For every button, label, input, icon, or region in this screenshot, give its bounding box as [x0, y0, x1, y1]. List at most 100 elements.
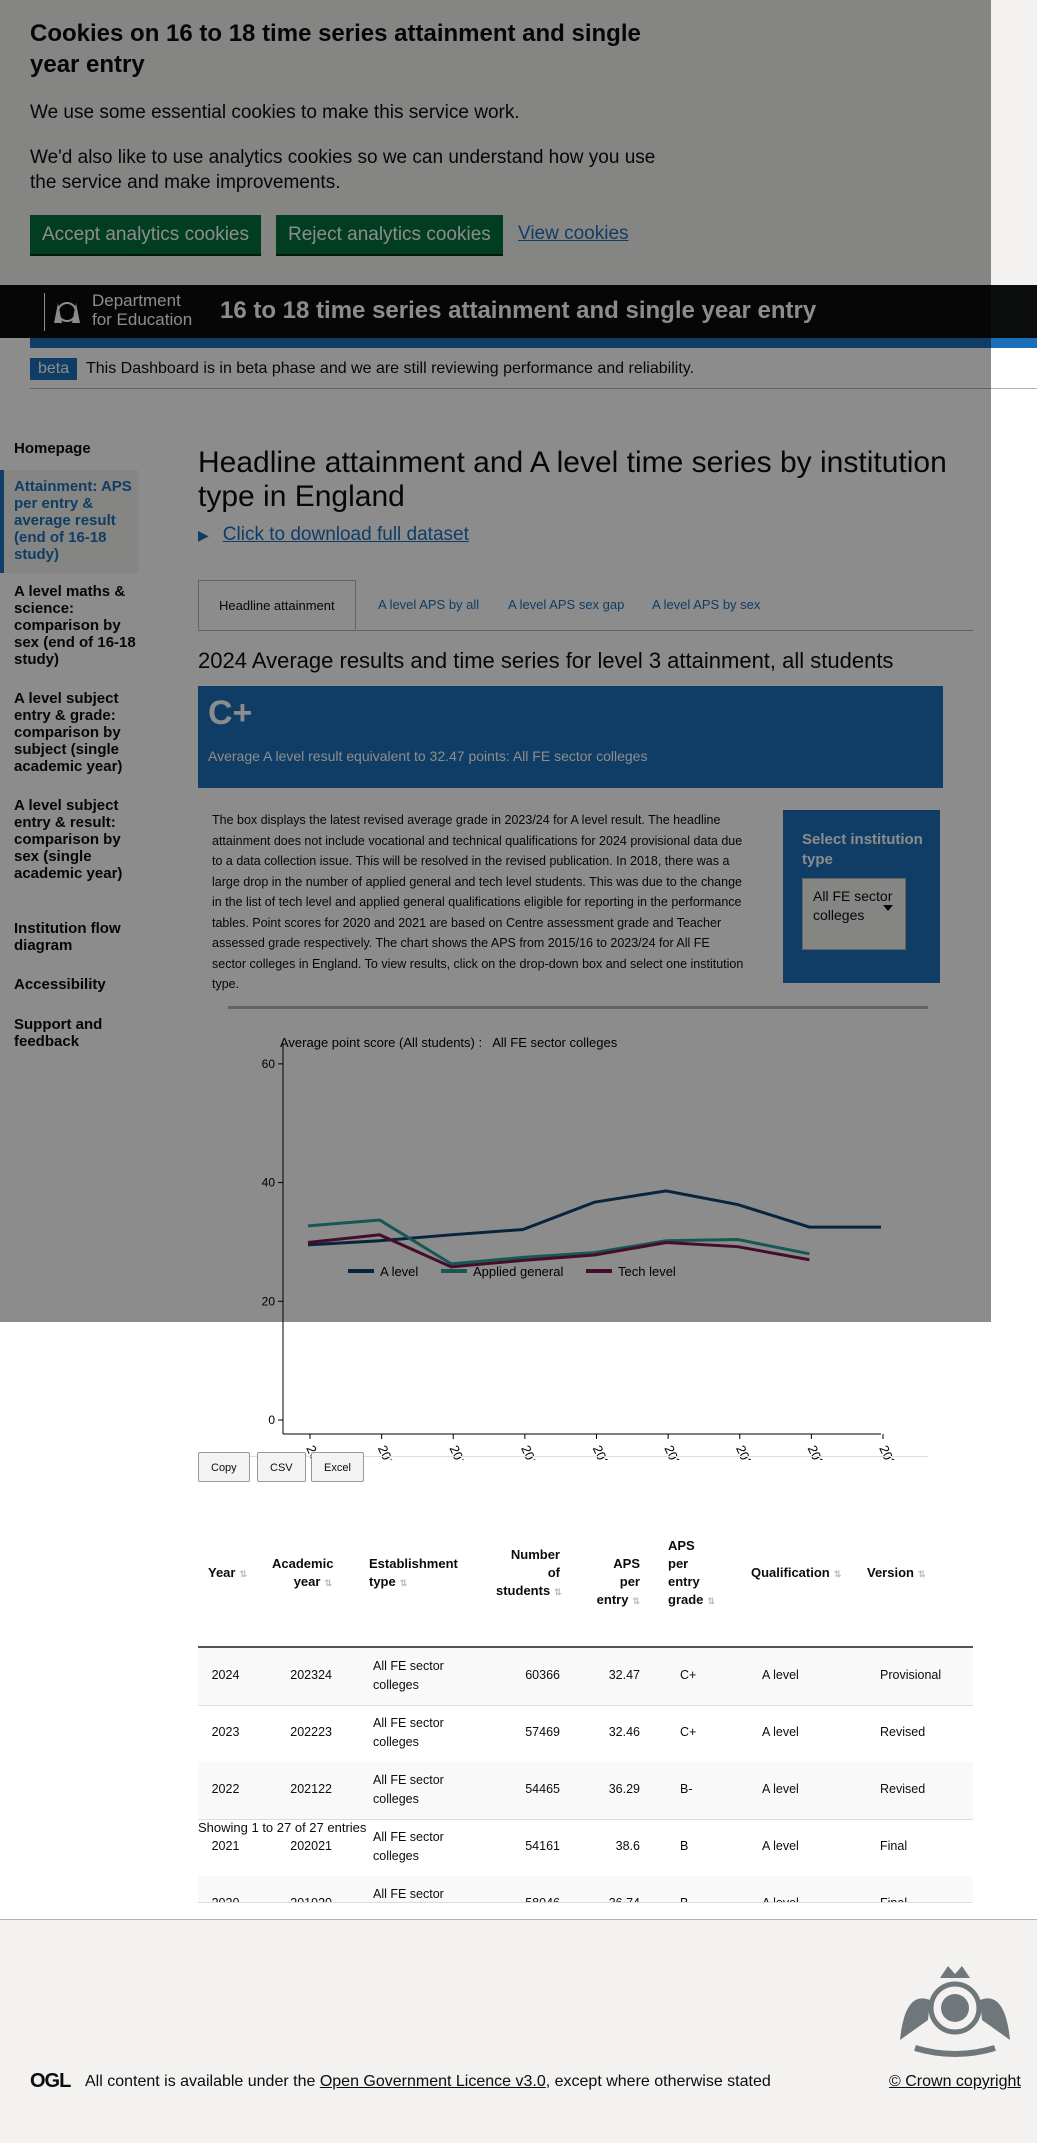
cell-number-of-students: 60366: [525, 1668, 560, 1682]
view-cookies-link[interactable]: View cookies: [518, 223, 629, 244]
institution-type-dropdown[interactable]: All FE sector colleges: [802, 878, 906, 950]
table-row: 2020 201920 All FE sector colleges 58046 36.…: [198, 1876, 973, 1903]
cell-aps-per-entry: 38.6: [615, 1839, 640, 1853]
cell-academic-year: 202021: [290, 1839, 332, 1853]
explanation-paragraph: The box displays the latest revised aver…: [212, 813, 744, 991]
column-header-year[interactable]: Year ⇅: [208, 1565, 248, 1580]
tab-a-level-aps-sex-gap[interactable]: A level APS sex gap: [508, 597, 625, 612]
table-header-line: [198, 1646, 973, 1648]
tab-headline-attainment[interactable]: Headline attainment: [198, 580, 356, 630]
institution-select-panel: Select institution type All FE sector co…: [783, 810, 940, 983]
column-header-qualification[interactable]: Qualification ⇅: [751, 1565, 842, 1580]
table-info: Showing 1 to 27 of 27 entries: [198, 1820, 367, 1835]
sidebar-item-maths-science[interactable]: A level maths & science: comparison by s…: [14, 583, 136, 668]
x-tick-label: 2022: [733, 1443, 759, 1460]
site-footer: OGL All content is available under the O…: [0, 1919, 1037, 2143]
cell-qualification: A level: [762, 1725, 799, 1739]
cell-aps-per-entry: 32.47: [608, 1668, 640, 1682]
royal-crest-icon: [900, 1966, 1010, 2057]
cell-aps-per-entry: 36.29: [608, 1782, 640, 1796]
chart-title: Average point score (All students) : All…: [280, 1035, 618, 1050]
sort-icon: ⇅: [707, 1596, 715, 1606]
cell-year: 2024: [211, 1668, 240, 1682]
tab-a-level-aps-all[interactable]: A level APS by all: [378, 597, 480, 612]
sidebar-item-attainment[interactable]: Attainment: APS per entry & average resu…: [0, 470, 138, 573]
sort-icon: ⇅: [399, 1578, 408, 1588]
column-header-academic-year[interactable]: Academic year ⇅: [272, 1556, 334, 1589]
cell-version: Final: [880, 1839, 908, 1853]
column-header-version[interactable]: Version ⇅: [867, 1565, 926, 1580]
cell-number-of-students: 57469: [525, 1725, 560, 1739]
headline-grade-box: C+ Average A level result equivalent to …: [198, 686, 943, 788]
sort-icon: ⇅: [917, 1569, 926, 1579]
department-logo[interactable]: Department for Education: [92, 291, 192, 329]
cookie-text-essential: We use some essential cookies to make th…: [30, 102, 520, 123]
table-row: 2022 202122 All FE sector colleges 54465 36.…: [198, 1762, 973, 1820]
sort-icon: ⇅: [554, 1587, 562, 1597]
sidebar-item-homepage[interactable]: Homepage: [14, 440, 91, 457]
header-accent-bar: [30, 338, 1037, 348]
chevron-down-icon: [883, 905, 893, 911]
x-tick-label: 2019: [518, 1443, 544, 1460]
logo-line-1: Department: [92, 291, 181, 310]
tab-a-level-aps-by-sex[interactable]: A level APS by sex: [652, 597, 761, 612]
open-government-licence-link[interactable]: Open Government Licence v3.0: [319, 2073, 546, 2090]
cell-number-of-students: 54465: [525, 1782, 560, 1796]
x-tick-label: 2024: [876, 1443, 902, 1460]
cell-year: 2021: [211, 1839, 240, 1853]
csv-button[interactable]: CSV: [257, 1452, 306, 1482]
column-header-aps-per-entry[interactable]: APS per entry ⇅: [596, 1556, 640, 1607]
expand-triangle-icon: ▶: [198, 527, 209, 543]
sidebar-item-support[interactable]: Support and feedback: [14, 1016, 103, 1050]
cell-establishment-type: All FE sector colleges: [373, 1773, 444, 1806]
sidebar-item-accessibility[interactable]: Accessibility: [14, 976, 106, 993]
accept-cookies-button[interactable]: Accept analytics cookies: [30, 215, 261, 254]
column-header-number-of-students[interactable]: Number of students ⇅: [496, 1547, 562, 1598]
sidebar-item-subject-entry[interactable]: A level subject entry & grade: compariso…: [14, 690, 123, 775]
sidebar-item-flow-diagram[interactable]: Institution flow diagram: [14, 920, 121, 954]
x-tick-label: 2018: [447, 1443, 473, 1460]
logo-line-2: for Education: [92, 310, 193, 329]
service-title[interactable]: 16 to 18 time series attainment and sing…: [220, 297, 817, 324]
crown-copyright-link[interactable]: © Crown copyright: [889, 2073, 1021, 2090]
crest-icon: [50, 297, 80, 325]
cookie-title: Cookies on 16 to 18 time series attainme…: [30, 20, 641, 78]
excel-button[interactable]: Excel: [311, 1452, 364, 1482]
cell-year: 2020: [211, 1896, 240, 1903]
headline-grade: C+: [208, 694, 253, 732]
cookie-text-analytics: We'd also like to use analytics cookies …: [30, 147, 656, 193]
cell-qualification: A level: [762, 1839, 799, 1853]
cell-aps-per-entry: 32.46: [608, 1725, 640, 1739]
x-tick-label: 2023: [805, 1443, 831, 1460]
licence-text: All content is available under the Open …: [85, 2073, 771, 2090]
reject-cookies-button[interactable]: Reject analytics cookies: [276, 215, 503, 254]
legend-label: Tech level: [618, 1264, 676, 1279]
column-header-establishment-type[interactable]: Establishment type ⇅: [369, 1556, 458, 1589]
download-dataset-text: Click to download full dataset: [222, 524, 469, 545]
cell-academic-year: 202324: [290, 1668, 332, 1682]
copy-button[interactable]: Copy: [198, 1452, 250, 1482]
sort-icon: ⇅: [632, 1596, 640, 1606]
cell-year: 2023: [211, 1725, 240, 1739]
cell-qualification: A level: [762, 1896, 799, 1903]
column-header-aps-grade[interactable]: APS per entry grade ⇅: [668, 1538, 715, 1607]
phase-banner: beta This Dashboard is in beta phase and…: [30, 355, 1037, 389]
beta-message: This Dashboard is in beta phase and we a…: [86, 360, 695, 377]
sidebar-item-subject-sex[interactable]: A level subject entry & result: comparis…: [14, 797, 123, 882]
x-tick-label: 2021: [661, 1443, 687, 1460]
cell-aps-per-entry: 36.74: [608, 1896, 640, 1903]
cell-version: Final: [880, 1896, 908, 1903]
y-tick-label: 20: [262, 1294, 276, 1308]
logo-divider: [44, 293, 45, 331]
table-row: 2024 202324 All FE sector colleges 60366 32.…: [198, 1648, 973, 1706]
aps-line-chart: 0204060201620172018201920202021202220232…: [262, 1035, 902, 1460]
sort-icon: ⇅: [324, 1578, 332, 1588]
institution-select-label: Select institution type: [802, 831, 923, 868]
cell-establishment-type: All FE sector colleges: [373, 1659, 444, 1692]
download-dataset-link[interactable]: ▶ Click to download full dataset: [198, 524, 469, 546]
cell-aps-grade: B-: [680, 1896, 693, 1903]
series-line-a-level: [307, 1189, 881, 1247]
cell-aps-grade: B: [680, 1839, 689, 1853]
cell-version: Revised: [880, 1782, 926, 1796]
sort-icon: ⇅: [833, 1569, 842, 1579]
